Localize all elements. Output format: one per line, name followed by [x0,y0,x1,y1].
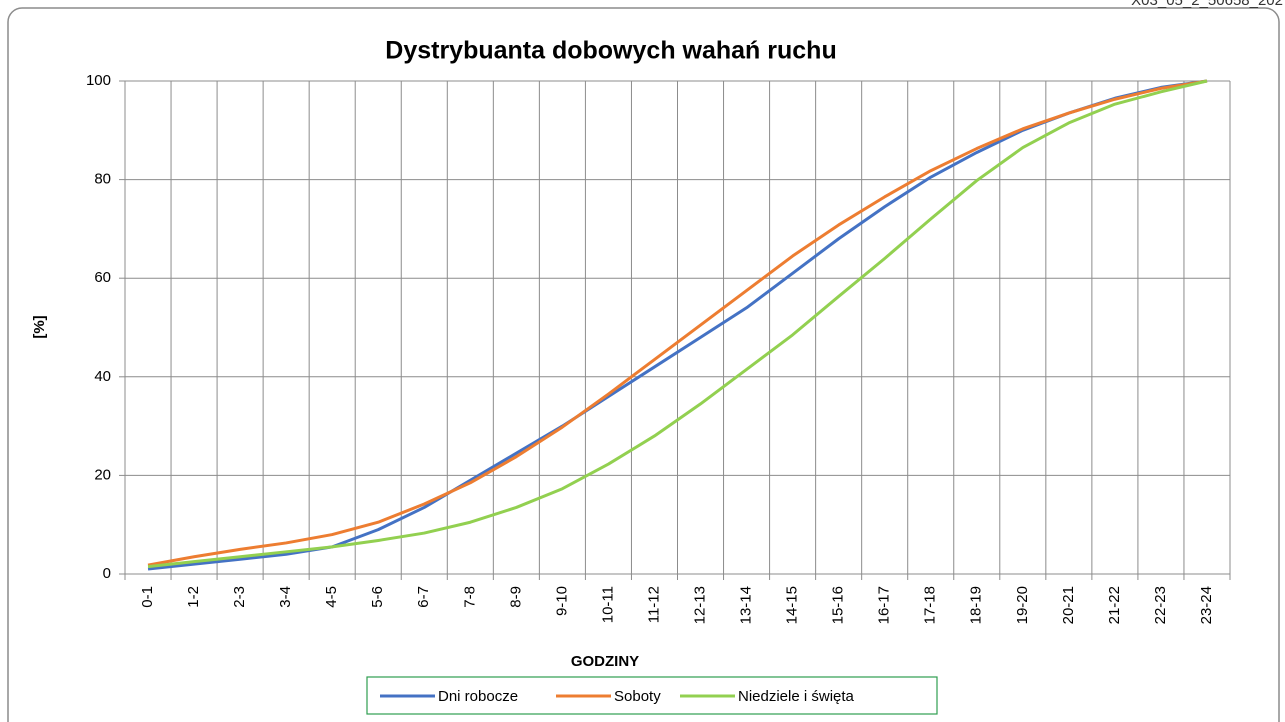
y-axis-title: [%] [31,315,48,338]
x-tick-label: 4-5 [323,586,340,608]
x-tick-label: 14-15 [784,586,801,624]
x-tick-label: 8-9 [507,586,524,608]
x-tick-label: 18-19 [968,586,985,624]
x-tick-label: 16-17 [876,586,893,624]
x-axis-title: GODZINY [571,653,639,670]
corner-label: X03_05_2_50658_202 [1131,0,1283,9]
legend-label: Dni robocze [438,688,518,705]
x-tick-label: 15-16 [830,586,847,624]
x-tick-label: 0-1 [139,586,156,608]
legend-box [366,676,938,715]
x-tick-label: 21-22 [1106,586,1123,624]
x-tick-label: 2-3 [231,586,248,608]
x-tick-label: 5-6 [369,586,386,608]
x-tick-label: 17-18 [922,586,939,624]
y-tick-label: 100 [86,72,111,89]
x-tick-label: 6-7 [415,586,432,608]
chart-title: Dystrybuanta dobowych wahań ruchu [385,37,836,65]
x-tick-label: 12-13 [691,586,708,624]
x-tick-label: 20-21 [1060,586,1077,624]
series-line [147,79,1208,569]
y-tick-label: 20 [94,466,111,483]
y-tick-label: 80 [94,171,111,188]
x-tick-label: 1-2 [185,586,202,608]
x-tick-label: 22-23 [1152,586,1169,624]
legend-label: Soboty [614,688,661,705]
series-line [147,79,1208,567]
x-tick-label: 11-12 [645,586,662,623]
x-tick-label: 10-11 [599,586,616,623]
legend-label: Niedziele i święta [738,688,855,705]
x-tick-label: 19-20 [1014,586,1031,624]
x-tick-label: 23-24 [1198,586,1215,624]
y-tick-label: 0 [103,565,111,582]
x-tick-label: 7-8 [461,586,478,608]
y-tick-label: 60 [94,269,111,286]
y-tick-label: 40 [94,368,111,385]
x-tick-label: 9-10 [553,586,570,616]
x-tick-label: 13-14 [738,586,755,624]
chart-frame [7,7,1280,722]
x-tick-label: 3-4 [277,586,294,608]
